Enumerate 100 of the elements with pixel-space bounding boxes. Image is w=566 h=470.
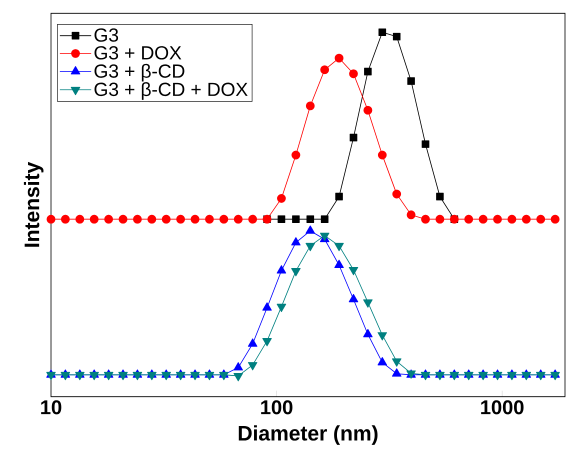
point <box>378 357 388 366</box>
point <box>478 372 488 380</box>
point <box>234 362 243 370</box>
legend-label: G3 + DOX <box>94 46 182 60</box>
point <box>550 372 560 380</box>
point <box>161 372 171 380</box>
point <box>378 28 386 36</box>
point <box>364 68 372 76</box>
point <box>536 372 546 380</box>
point <box>291 268 301 276</box>
x-tick-label: 1000 <box>481 400 524 414</box>
point <box>190 214 200 224</box>
point <box>147 372 157 380</box>
point <box>493 214 502 224</box>
point <box>234 373 243 382</box>
point <box>522 214 531 224</box>
x-tick-label: 10 <box>41 400 62 414</box>
point <box>75 214 84 224</box>
point <box>349 69 358 78</box>
point <box>276 265 286 274</box>
point <box>406 210 416 220</box>
point <box>536 214 546 224</box>
y-axis-title: Intensity <box>24 162 44 247</box>
point <box>132 372 142 380</box>
point <box>334 242 344 252</box>
point <box>104 372 114 380</box>
point <box>450 372 460 380</box>
point <box>234 214 243 224</box>
point <box>335 192 343 200</box>
point <box>508 214 516 224</box>
point <box>190 372 200 380</box>
point <box>292 215 300 224</box>
point <box>320 215 328 224</box>
point <box>392 358 402 367</box>
point <box>306 225 316 234</box>
point <box>478 214 488 224</box>
point <box>522 372 532 380</box>
point <box>435 372 445 380</box>
legend-label: G3 + β-CD + DOX <box>94 82 248 100</box>
point <box>205 214 214 224</box>
point <box>118 372 128 380</box>
point <box>277 194 286 203</box>
point <box>219 214 228 224</box>
point <box>291 150 300 160</box>
point <box>147 214 156 224</box>
x-axis-title: Diameter (nm) <box>238 425 378 445</box>
point <box>248 362 258 370</box>
point <box>492 372 502 380</box>
point <box>162 214 171 224</box>
point <box>363 328 373 338</box>
point <box>306 242 316 252</box>
point <box>421 214 430 224</box>
point <box>262 338 272 346</box>
point <box>60 214 70 224</box>
point <box>392 32 401 40</box>
point <box>60 372 70 380</box>
point <box>436 192 444 200</box>
point <box>204 372 214 380</box>
legend-label: G3 <box>94 28 118 42</box>
point <box>75 372 85 380</box>
x-tick-label: 100 <box>261 400 292 414</box>
point <box>176 372 186 380</box>
point <box>291 237 301 246</box>
point <box>422 140 430 148</box>
point <box>306 215 314 224</box>
point <box>392 190 402 198</box>
point <box>348 266 358 276</box>
point <box>334 260 344 268</box>
point <box>89 372 99 380</box>
point <box>278 215 286 224</box>
point <box>363 106 372 115</box>
point <box>550 214 560 224</box>
point <box>392 368 402 377</box>
point <box>46 214 56 224</box>
point <box>420 372 430 380</box>
point <box>436 214 444 224</box>
point <box>118 214 128 224</box>
point <box>378 332 388 340</box>
point <box>334 54 344 63</box>
point <box>378 150 387 160</box>
point <box>464 372 474 380</box>
legend-label: G3 + β-CD <box>94 64 184 82</box>
point <box>320 65 330 74</box>
point <box>363 299 373 308</box>
point <box>276 304 286 312</box>
point <box>262 302 272 311</box>
point <box>46 372 56 380</box>
point <box>350 134 358 142</box>
point <box>348 294 358 302</box>
point <box>219 372 229 380</box>
point <box>507 372 517 380</box>
point <box>248 214 258 224</box>
point <box>407 77 415 85</box>
point <box>104 214 114 224</box>
point <box>176 214 186 224</box>
point <box>248 338 258 347</box>
point <box>306 101 315 110</box>
point <box>464 214 474 224</box>
point <box>90 214 99 224</box>
point <box>133 214 142 224</box>
